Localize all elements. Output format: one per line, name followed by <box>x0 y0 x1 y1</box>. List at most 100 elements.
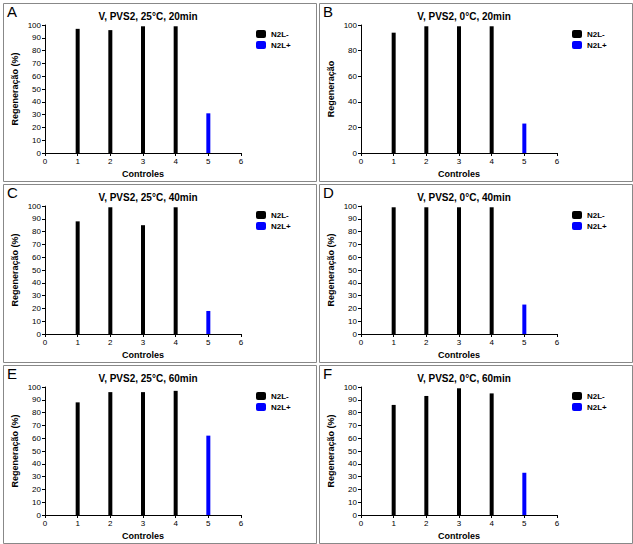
svg-text:Controles: Controles <box>122 350 164 360</box>
svg-text:Regeneração (%): Regeneração (%) <box>326 414 336 487</box>
svg-text:N2L+: N2L+ <box>271 41 291 50</box>
svg-text:90: 90 <box>348 395 357 404</box>
svg-text:100: 100 <box>344 383 358 392</box>
svg-text:2: 2 <box>424 157 429 166</box>
svg-text:0: 0 <box>43 157 48 166</box>
svg-text:60: 60 <box>348 253 357 262</box>
svg-text:N2L+: N2L+ <box>587 41 607 50</box>
svg-text:80: 80 <box>348 408 357 417</box>
svg-text:70: 70 <box>32 59 41 68</box>
svg-text:Controles: Controles <box>438 169 480 179</box>
svg-text:20: 20 <box>32 304 41 313</box>
svg-text:4: 4 <box>173 519 178 528</box>
svg-text:0: 0 <box>43 519 48 528</box>
svg-text:20: 20 <box>32 485 41 494</box>
svg-text:20: 20 <box>348 123 357 132</box>
svg-text:2: 2 <box>424 519 429 528</box>
svg-text:N2L-: N2L- <box>271 30 289 39</box>
svg-text:Controles: Controles <box>438 350 480 360</box>
svg-text:5: 5 <box>522 338 527 347</box>
svg-text:80: 80 <box>348 227 357 236</box>
svg-text:Regeneração: Regeneração <box>326 60 336 117</box>
svg-text:Controles: Controles <box>438 531 480 541</box>
svg-text:90: 90 <box>32 33 41 42</box>
svg-text:30: 30 <box>348 291 357 300</box>
svg-text:6: 6 <box>239 519 244 528</box>
svg-text:6: 6 <box>555 338 560 347</box>
svg-text:1: 1 <box>75 338 80 347</box>
svg-text:40: 40 <box>32 459 41 468</box>
svg-text:0: 0 <box>353 149 358 158</box>
svg-text:4: 4 <box>489 338 494 347</box>
svg-text:10: 10 <box>32 136 41 145</box>
svg-text:V, PVS2, 25°C, 40min: V, PVS2, 25°C, 40min <box>98 192 197 203</box>
svg-text:100: 100 <box>28 21 42 30</box>
svg-text:70: 70 <box>348 240 357 249</box>
svg-text:40: 40 <box>348 97 357 106</box>
svg-text:0: 0 <box>37 511 42 520</box>
svg-text:3: 3 <box>141 157 146 166</box>
svg-text:50: 50 <box>348 447 357 456</box>
svg-text:60: 60 <box>348 434 357 443</box>
svg-text:80: 80 <box>32 46 41 55</box>
svg-text:100: 100 <box>28 383 42 392</box>
svg-text:V, PVS2, 0°C, 20min: V, PVS2, 0°C, 20min <box>417 11 511 22</box>
svg-text:Regeneração (%): Regeneração (%) <box>10 414 20 487</box>
svg-text:0: 0 <box>359 338 364 347</box>
svg-text:Controles: Controles <box>122 169 164 179</box>
svg-text:1: 1 <box>391 338 396 347</box>
svg-text:N2L+: N2L+ <box>587 403 607 412</box>
svg-text:2: 2 <box>108 338 113 347</box>
svg-text:60: 60 <box>32 434 41 443</box>
svg-text:D: D <box>323 184 334 201</box>
svg-text:50: 50 <box>348 266 357 275</box>
svg-text:30: 30 <box>348 472 357 481</box>
svg-text:E: E <box>7 365 17 382</box>
svg-text:0: 0 <box>359 157 364 166</box>
svg-text:1: 1 <box>391 519 396 528</box>
svg-text:2: 2 <box>108 157 113 166</box>
svg-text:5: 5 <box>206 338 211 347</box>
svg-text:4: 4 <box>173 338 178 347</box>
svg-text:N2L-: N2L- <box>271 211 289 220</box>
svg-text:90: 90 <box>32 395 41 404</box>
svg-text:40: 40 <box>348 459 357 468</box>
svg-text:10: 10 <box>348 498 357 507</box>
svg-text:C: C <box>7 184 18 201</box>
svg-text:Controles: Controles <box>122 531 164 541</box>
svg-text:Regeneração (%): Regeneração (%) <box>10 233 20 306</box>
svg-text:3: 3 <box>457 519 462 528</box>
svg-text:50: 50 <box>32 85 41 94</box>
svg-text:1: 1 <box>75 157 80 166</box>
svg-text:N2L-: N2L- <box>587 392 605 401</box>
svg-text:60: 60 <box>348 72 357 81</box>
svg-text:10: 10 <box>32 498 41 507</box>
svg-text:1: 1 <box>75 519 80 528</box>
svg-text:2: 2 <box>424 338 429 347</box>
svg-text:N2L-: N2L- <box>271 392 289 401</box>
svg-text:0: 0 <box>37 330 42 339</box>
svg-text:80: 80 <box>348 46 357 55</box>
svg-text:2: 2 <box>108 519 113 528</box>
svg-text:0: 0 <box>353 330 358 339</box>
svg-text:N2L-: N2L- <box>587 30 605 39</box>
svg-text:20: 20 <box>348 304 357 313</box>
svg-text:V, PVS2, 25°C, 20min: V, PVS2, 25°C, 20min <box>98 11 197 22</box>
svg-text:N2L+: N2L+ <box>587 222 607 231</box>
svg-text:1: 1 <box>391 157 396 166</box>
svg-text:6: 6 <box>555 519 560 528</box>
svg-text:20: 20 <box>348 485 357 494</box>
svg-text:N2L-: N2L- <box>587 211 605 220</box>
svg-text:0: 0 <box>359 519 364 528</box>
svg-text:100: 100 <box>28 202 42 211</box>
svg-text:4: 4 <box>173 157 178 166</box>
svg-text:5: 5 <box>522 519 527 528</box>
svg-text:100: 100 <box>344 21 358 30</box>
svg-text:80: 80 <box>32 227 41 236</box>
svg-text:0: 0 <box>43 338 48 347</box>
svg-text:3: 3 <box>141 338 146 347</box>
svg-text:V, PVS2, 0°C, 40min: V, PVS2, 0°C, 40min <box>417 192 511 203</box>
svg-text:40: 40 <box>32 97 41 106</box>
svg-text:70: 70 <box>32 421 41 430</box>
svg-text:V, PVS2, 25°C, 60min: V, PVS2, 25°C, 60min <box>98 373 197 384</box>
